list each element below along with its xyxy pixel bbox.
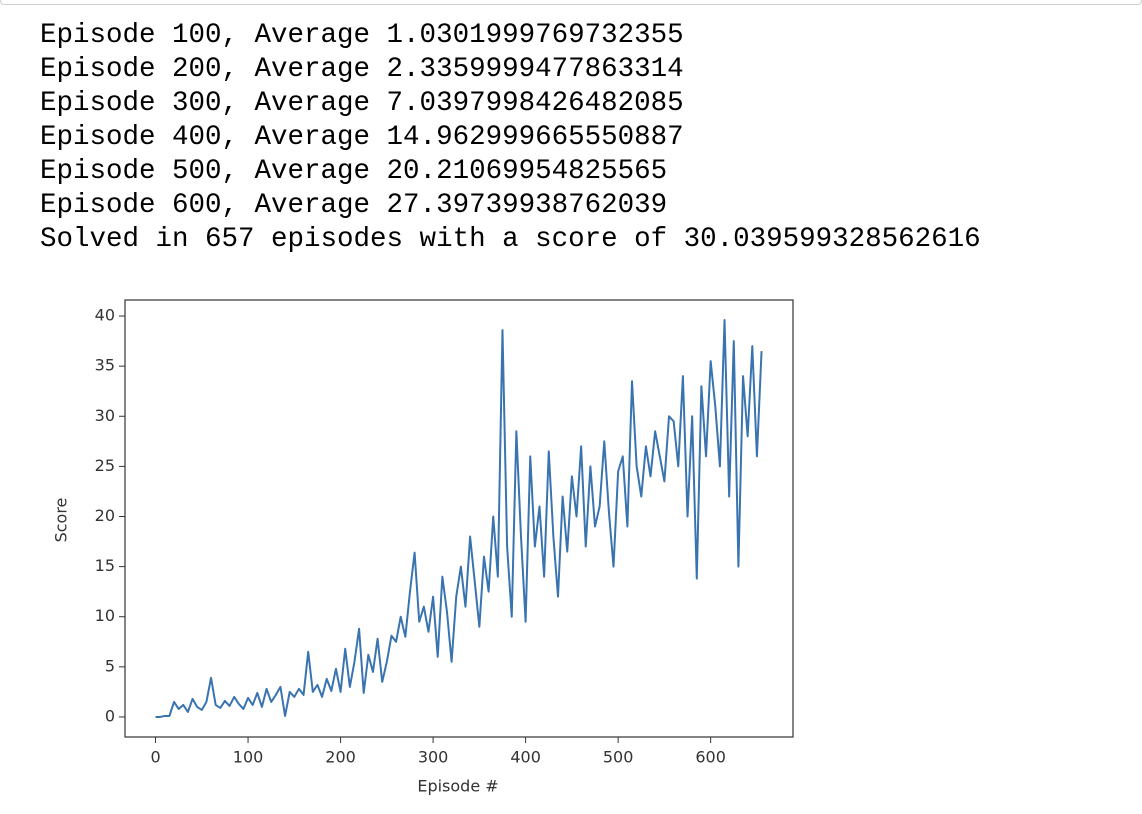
log-line: Episode 600, Average 27.39739938762039	[40, 190, 668, 221]
x-tick-label: 100	[233, 748, 264, 767]
x-tick-label: 0	[150, 748, 160, 767]
log-line: Solved in 657 episodes with a score of 3…	[40, 224, 981, 255]
log-line: Episode 500, Average 20.21069954825565	[40, 156, 668, 187]
y-tick-label: 5	[105, 656, 115, 675]
y-tick-label: 0	[105, 706, 115, 725]
log-line: Episode 400, Average 14.962999665550887	[40, 122, 684, 153]
output-log: Episode 100, Average 1.0301999769732355 E…	[40, 19, 981, 257]
y-tick-label: 20	[95, 506, 115, 525]
log-line: Episode 200, Average 2.3359999477863314	[40, 54, 684, 85]
x-tick-label: 300	[418, 748, 449, 767]
y-tick-label: 25	[95, 456, 115, 475]
y-tick-label: 15	[95, 556, 115, 575]
x-tick-label: 400	[510, 748, 541, 767]
data-line	[155, 319, 763, 718]
y-tick-label: 35	[95, 356, 115, 375]
x-tick-label: 500	[603, 748, 634, 767]
log-line: Episode 100, Average 1.0301999769732355	[40, 20, 684, 51]
x-tick-label: 600	[695, 748, 726, 767]
log-line: Episode 300, Average 7.0397998426482085	[40, 88, 684, 119]
x-axis-label: Episode #	[417, 777, 498, 796]
y-tick-label: 30	[95, 406, 115, 425]
x-tick-label: 200	[325, 748, 356, 767]
y-axis-label: Score	[52, 498, 71, 543]
y-tick-label: 40	[95, 306, 115, 325]
plot-frame	[124, 299, 794, 738]
y-tick-label: 10	[95, 606, 115, 625]
